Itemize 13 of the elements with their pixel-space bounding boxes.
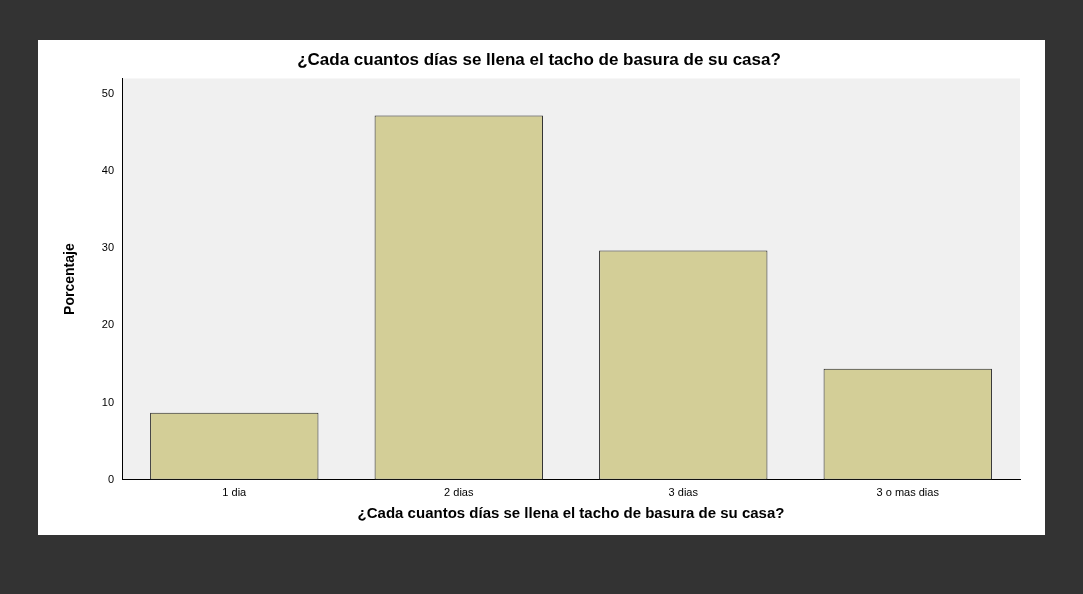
y-axis-title: Porcentaje [61,243,78,315]
x-tick-label: 2 dias [444,486,474,499]
x-tick-label: 3 dias [668,486,699,499]
x-tick-label: 3 o mas dias [876,486,940,499]
chart-title: ¿Cada cuantos días se llena el tacho de basura de su casa? [297,49,781,69]
y-tick-label: 50 [101,86,115,99]
y-tick-label: 30 [101,241,115,254]
y-tick-label: 10 [101,395,115,408]
y-tick-label: 40 [101,164,115,177]
y-tick-label: 20 [101,318,115,331]
x-tick-label: 1 dia [222,486,248,499]
x-axis-title: ¿Cada cuantos días se llena el tacho de basura de su casa? [357,504,785,522]
y-tick-label: 0 [107,472,115,485]
